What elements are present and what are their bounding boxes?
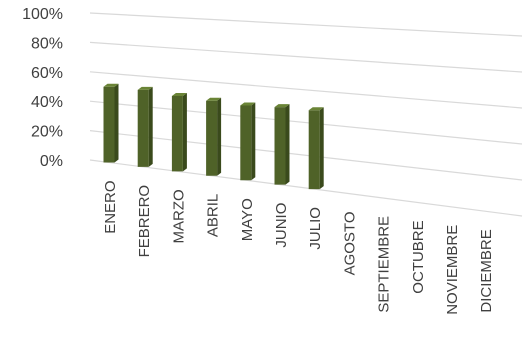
- gridline: [89, 130, 523, 181]
- x-tick-label: JUNIO: [273, 203, 290, 248]
- x-tick-label: MARZO: [170, 189, 187, 243]
- gridlines: [89, 12, 523, 217]
- y-tick-label: 20%: [31, 124, 63, 141]
- gridline: [89, 100, 523, 145]
- x-tick-label: AGOSTO: [341, 211, 358, 275]
- x-axis-ticks: ENERO FEBRERO MARZO ABRIL MAYO JUNIO JULIO AGOS…: [102, 180, 495, 314]
- x-tick-label: JULIO: [307, 207, 324, 250]
- x-tick-label: DICIEMBRE: [478, 229, 495, 312]
- bar: [308, 107, 324, 190]
- x-tick-label: FEBRERO: [136, 185, 153, 258]
- bar: [240, 102, 256, 181]
- bar: [274, 104, 290, 185]
- x-tick-label: NOVIEMBRE: [444, 225, 461, 315]
- y-tick-label: 40%: [31, 94, 63, 111]
- gridline: [89, 41, 523, 73]
- x-tick-label: ENERO: [102, 180, 119, 233]
- bar: [137, 86, 153, 167]
- y-tick-label: 100%: [22, 6, 63, 23]
- gridline: [89, 71, 523, 109]
- x-tick-label: SEPTIEMBRE: [376, 216, 393, 313]
- x-tick-label: ABRIL: [205, 194, 222, 237]
- bar: [171, 93, 187, 172]
- x-tick-label: OCTUBRE: [410, 220, 427, 293]
- x-tick-label: MAYO: [239, 198, 256, 241]
- gridline: [89, 159, 523, 217]
- bar: [103, 83, 119, 163]
- y-tick-label: 80%: [31, 35, 63, 52]
- y-axis-ticks: 0% 20% 40% 60% 80% 100%: [22, 6, 63, 170]
- bars: [103, 83, 324, 190]
- y-tick-label: 0%: [40, 153, 63, 170]
- bar: [206, 97, 222, 176]
- y-tick-label: 60%: [31, 65, 63, 82]
- gridline: [89, 12, 523, 37]
